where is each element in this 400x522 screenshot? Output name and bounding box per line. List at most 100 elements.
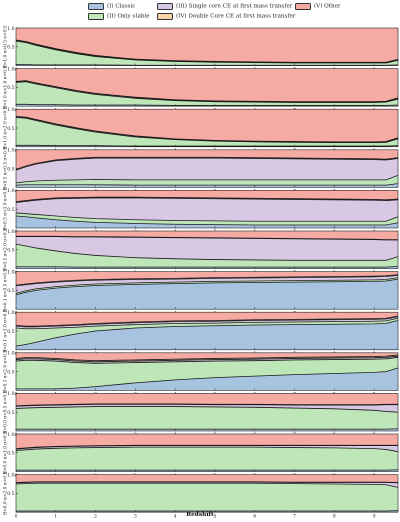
boundary-line-panel-12 <box>15 482 399 488</box>
boundary-line-panel-5 <box>15 215 399 226</box>
y-tick-label: 1.0 <box>7 432 14 438</box>
boundary-line-panel-12 <box>15 481 399 483</box>
area-other-panel-10 <box>16 393 398 406</box>
legend-swatch-only-stable <box>88 13 104 20</box>
panel-ylabel: ff=0.5 α=1.0 σ=0.5 <box>4 187 9 230</box>
panel-ylabel: ff=0.5 α=2.0 σ=0.5 <box>4 228 9 271</box>
x-axis-label: Redshift <box>186 512 214 518</box>
y-tick-label: 0.5 <box>7 288 14 294</box>
area-other-panel-7 <box>16 271 398 286</box>
x-tick-label: 4 <box>174 514 177 519</box>
area-only-stable-panel-8 <box>16 318 398 347</box>
area-classic-panel-8 <box>16 320 398 350</box>
y-tick-label: 0.5 <box>7 369 14 375</box>
y-tick-label: 0.5 <box>7 329 14 335</box>
y-tick-label: 0.5 <box>7 45 14 51</box>
boundary-line-panel-8 <box>15 316 399 328</box>
panel-ylabel: ff=0.0 α=2.0 σ=0.5 <box>4 472 9 515</box>
legend-entry-only-stable: (II) Only stable <box>88 13 150 20</box>
area-only-stable-panel-10 <box>16 406 398 430</box>
boundary-line-panel-7 <box>15 278 399 296</box>
x-tick-label: 6 <box>253 514 256 519</box>
y-tick-label: 1.0 <box>7 107 14 113</box>
legend-label-single-core-ce: (III) Single core CE at first mass trans… <box>176 3 293 10</box>
area-classic-panel-9 <box>16 367 398 391</box>
boundary-line-panel-8 <box>15 320 399 347</box>
boundary-line-panel-8 <box>15 315 399 327</box>
y-tick-label: 1.0 <box>7 148 14 154</box>
y-tick-label: 0.5 <box>7 85 14 91</box>
boundary-line-panel-5 <box>15 196 399 203</box>
area-only-stable-panel-5 <box>16 212 398 225</box>
panel-ylabel: ff=0.0 α=1.0 σ=0.5 <box>4 431 9 474</box>
x-tick-label: 1 <box>54 514 57 519</box>
legend-label-only-stable: (II) Only stable <box>107 13 150 20</box>
boundary-line-panel-5 <box>15 197 399 203</box>
legend: (I) Classic (II) Only stable (III) Singl… <box>0 0 400 26</box>
legend-swatch-single-core-ce <box>157 3 173 10</box>
y-tick-label: 0.5 <box>7 451 14 457</box>
x-tick-label: 5 <box>214 514 217 519</box>
y-tick-label: 1.0 <box>7 391 14 397</box>
x-tick-label: 8 <box>333 514 336 519</box>
boundary-line-panel-7 <box>15 274 399 286</box>
boundary-line-panel-6 <box>16 235 398 241</box>
legend-swatch-classic <box>88 3 104 10</box>
area-single-core-ce-panel-6 <box>16 236 398 261</box>
area-single-core-ce-panel-5 <box>16 197 398 222</box>
y-tick-label: 1.0 <box>7 269 14 275</box>
area-other-panel-1 <box>16 28 398 63</box>
area-only-stable-panel-2 <box>16 81 398 106</box>
boundary-line-panel-2 <box>15 80 399 103</box>
area-single-core-ce-panel-4 <box>16 158 398 183</box>
area-only-stable-panel-12 <box>16 483 398 512</box>
y-tick-label: 1.0 <box>7 26 14 32</box>
y-tick-label: 0.5 <box>7 126 14 132</box>
boundary-line-panel-7 <box>15 274 399 287</box>
boundary-line-panel-4 <box>15 183 399 186</box>
boundary-line-panel-9 <box>15 354 399 362</box>
area-only-stable-panel-6 <box>16 244 398 268</box>
y-tick-label: 1.0 <box>7 229 14 235</box>
x-tick-label: 7 <box>293 514 296 519</box>
x-tick-label: 0 <box>15 514 18 519</box>
area-other-panel-3 <box>16 109 398 142</box>
area-only-stable-panel-3 <box>16 117 398 147</box>
boundary-line-panel-9 <box>15 356 399 364</box>
boundary-line-panel-9 <box>16 367 399 390</box>
panel-ylabel: ff=0.0 α=0.5 σ=0.5 <box>4 390 9 433</box>
legend-entry-single-core-ce: (III) Single core CE at first mass trans… <box>157 3 292 10</box>
area-single-core-ce-panel-8 <box>16 316 398 329</box>
boundary-line-panel-7 <box>15 277 399 294</box>
boundary-line-panel-11 <box>15 446 399 453</box>
panel-ylabel: ff=1.0 α=2.0 σ=0.5 <box>4 106 9 149</box>
legend-entry-classic: (I) Classic <box>88 3 135 10</box>
y-tick-label: 0.5 <box>7 166 14 172</box>
x-tick-label: 9 <box>373 514 376 519</box>
panel-ylabel: ff=0.1 α=1.0 σ=0.5 <box>4 309 9 352</box>
area-only-stable-panel-11 <box>16 447 398 471</box>
area-other-panel-6 <box>16 231 398 240</box>
boundary-line-panel-4 <box>15 156 399 170</box>
area-single-core-ce-panel-7 <box>16 275 398 294</box>
boundary-line-panel-8 <box>15 317 399 330</box>
legend-entry-other: (V) Other <box>295 3 341 10</box>
area-other-panel-12 <box>16 474 398 483</box>
y-tick-label: 0.5 <box>7 410 14 416</box>
panel-ylabel: ff=0.5 α=0.5 σ=0.5 <box>4 147 9 190</box>
area-other-panel-2 <box>16 68 398 102</box>
area-other-panel-5 <box>16 190 398 202</box>
legend-swatch-other <box>295 3 311 10</box>
panel-12: 0.5 1.0 0 1 2 3 4 5 6 7 8 9 ff=0.0 α=2.0 σ=0.5 <box>4 472 399 519</box>
